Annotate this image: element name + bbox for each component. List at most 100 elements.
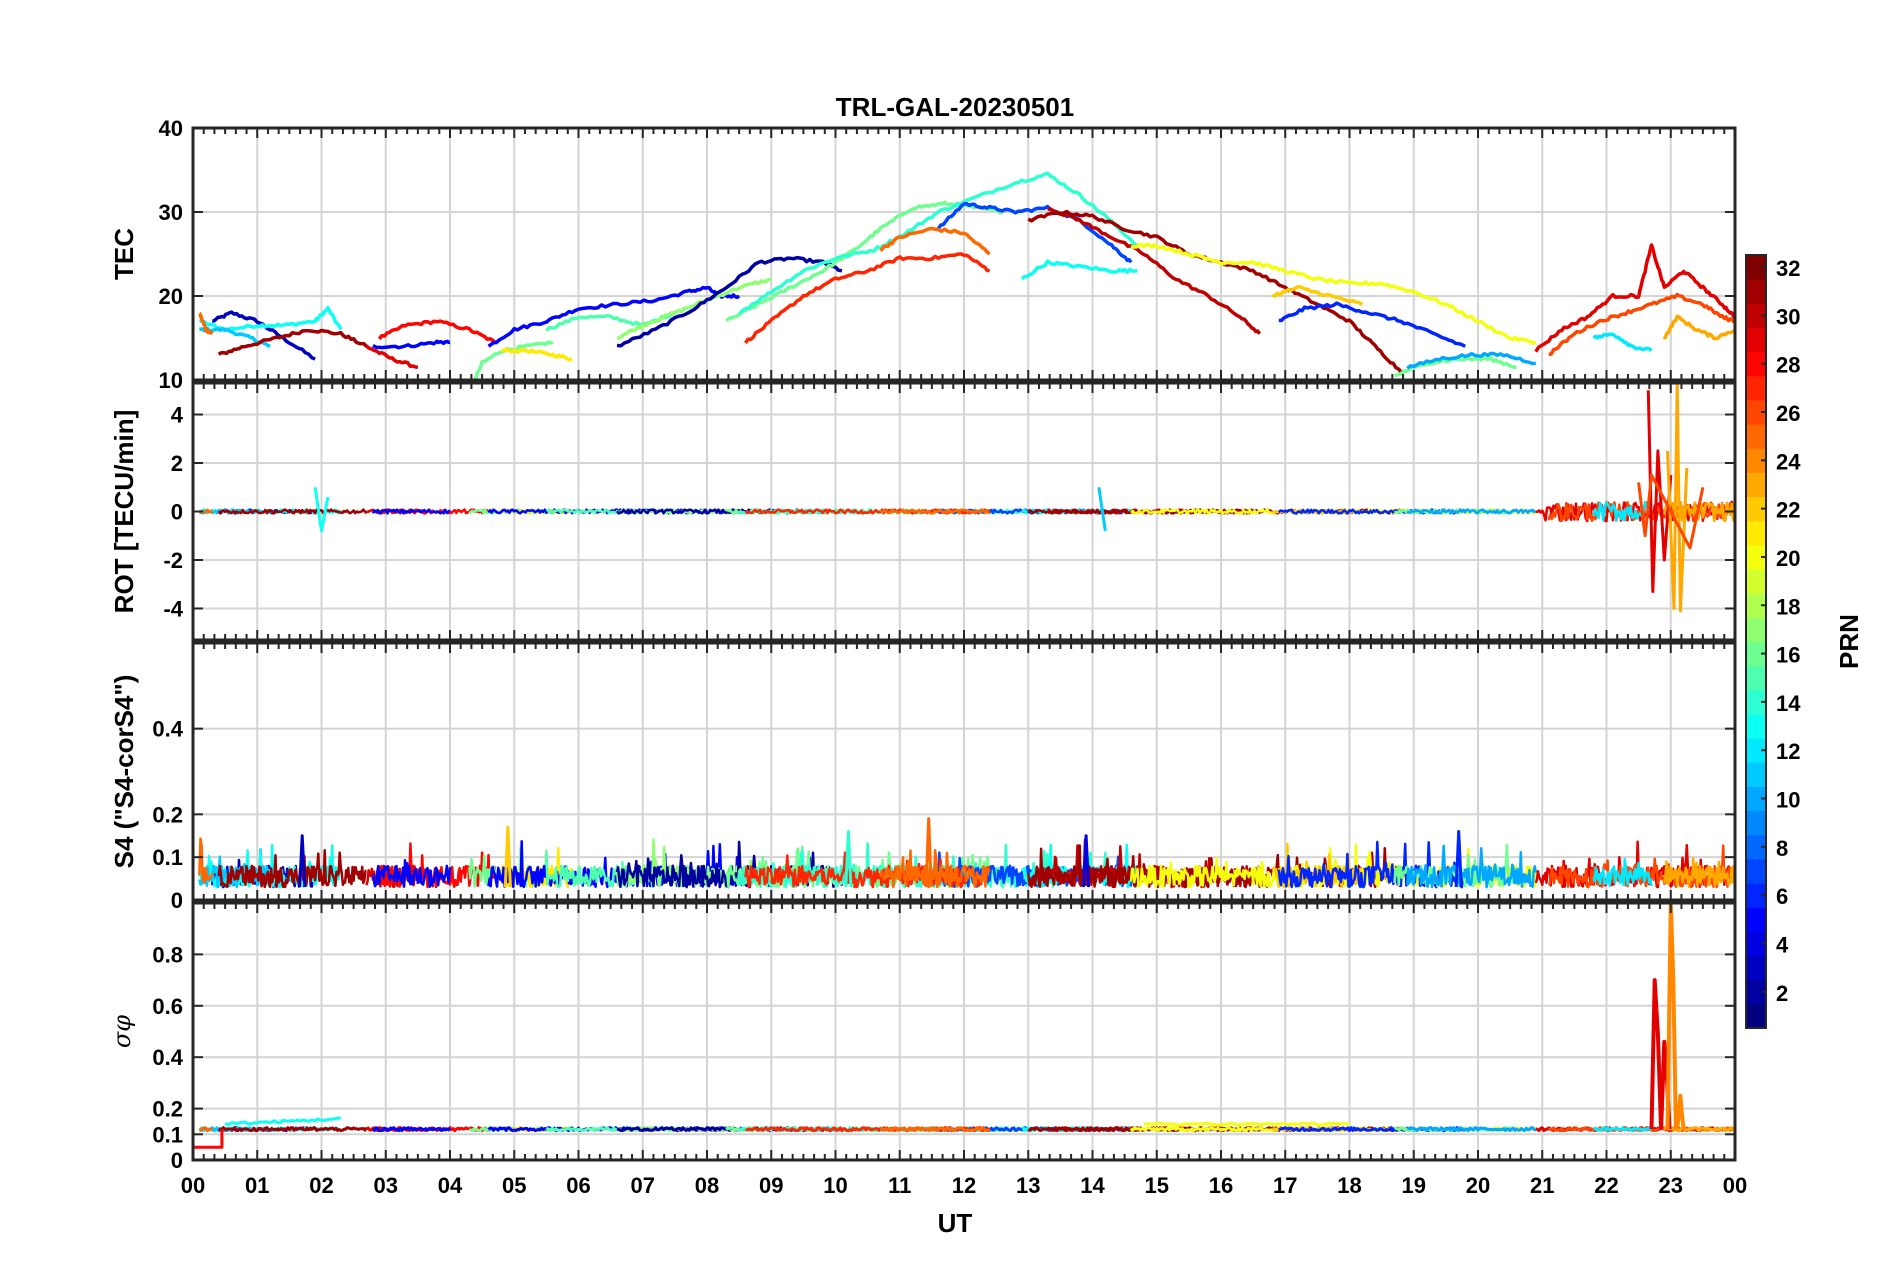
s4-series-prn-31 [217,849,367,889]
tec-series-prn-22 [1272,284,1364,306]
panel-3: 0 0.1 0.2 0.4 S4 ("S4-corS4") [109,641,1737,913]
y-tick-label: 0 [171,500,183,525]
x-axis-label: UT [938,1208,973,1238]
tec-series-prn-17 [616,277,772,341]
colorbar-swatch [1746,689,1766,715]
y-tick-label: 0.2 [152,802,183,827]
x-tick-label: 01 [245,1173,269,1198]
x-tick-label: 10 [823,1173,847,1198]
series-group [198,383,1735,613]
y-tick-label: 20 [159,284,183,309]
sigma-series-prn-25 [879,1126,991,1133]
colorbar-swatch [1746,255,1766,280]
colorbar-tick-label: 24 [1776,449,1801,474]
x-tick-label: 18 [1337,1173,1361,1198]
sigma-series-prn-10 [1406,1126,1537,1133]
y-axis-label: S4 ("S4-corS4") [109,675,139,869]
tec-series-prn-14 [737,171,1139,316]
colorbar-swatch [1746,544,1766,570]
tec-series-prn-20 [1130,242,1537,345]
colorbar-swatch [1746,617,1766,642]
y-tick-label: 0 [171,1148,183,1173]
tec-series-prn-28 [377,319,497,344]
y-tick-label: 0.4 [152,1045,183,1070]
colorbar-swatch [1746,472,1766,498]
s4-peak-prn-3 [298,834,307,888]
sigma-series-prn-25 [199,1126,214,1132]
y-tick-label: 10 [159,368,183,393]
s4-series-prn-12 [1592,857,1653,888]
x-tick-label: 05 [502,1173,526,1198]
panel-1: 10 20 30 40 TEC [109,116,1737,393]
s4-peak-prn-6 [1454,830,1463,888]
y-tick-label: 0.2 [152,1097,183,1122]
colorbar-swatch [1746,279,1766,304]
y-tick-label: -2 [163,548,183,573]
tec-series-prn-16 [473,340,554,380]
tec-series-prn-21 [501,347,573,362]
y-tick-label: 2 [171,451,183,476]
colorbar-swatch [1746,810,1766,836]
chart-title: TRL-GAL-20230501 [836,92,1074,122]
colorbar-swatch [1746,327,1766,353]
colorbar-tick-label: 22 [1776,498,1800,523]
colorbar-tick-label: 32 [1776,256,1800,281]
s4-peak-prn-22 [503,825,512,888]
y-axis-label: ROT [TECU/min] [109,410,139,614]
colorbar-swatch [1746,738,1766,763]
y-tick-label: 30 [159,200,183,225]
colorbar-swatch [1746,448,1766,473]
sigma-series-prn-23 [1663,1126,1735,1133]
rot-series-prn-5 [371,508,451,515]
rot-spike-prn-11 [1097,487,1107,532]
s4-peak-prn-25 [924,817,933,888]
colorbar-tick-label: 30 [1776,304,1800,329]
sigma-series-prn-12 [1592,1126,1653,1133]
x-tick-label: 12 [952,1173,976,1198]
x-tick-label: 20 [1466,1173,1490,1198]
colorbar-swatch [1746,641,1766,667]
colorbar-swatch [1746,713,1766,739]
sigma-series-prn-5 [371,1126,452,1133]
y-tick-label: 40 [159,116,183,141]
tec-series-prn-6 [1278,301,1467,348]
y-tick-label: 0.1 [152,1122,183,1147]
colorbar-swatch [1746,303,1766,328]
x-tick-label: 14 [1080,1173,1105,1198]
tec-series-prn-5 [487,285,741,348]
tec-series-prn-25 [879,226,991,256]
sigma-series-prn-31 [217,1126,368,1133]
s4-series-prn-20 [1129,843,1538,889]
s4-peak-prn-4 [1082,834,1091,888]
x-tick-label: 00 [181,1173,205,1198]
tec-series-prn-13 [1020,259,1138,281]
rot-spike-prn-29 [1646,390,1673,593]
colorbar-swatch [1746,907,1766,932]
x-tick-label: 06 [566,1173,590,1198]
s4-series-prn-25 [198,837,214,884]
x-tick-label: 23 [1659,1173,1683,1198]
colorbar-tick-label: 4 [1776,932,1789,957]
rot-series-prn-31 [217,508,368,515]
tec-series-prn-10 [1406,351,1537,370]
colorbar-swatch [1746,593,1766,618]
tec-series-prn-27 [744,252,990,344]
colorbar-frame [1745,254,1767,1029]
x-tick-label: 04 [438,1173,463,1198]
colorbar-tick-label: 14 [1776,691,1801,716]
colorbar-swatch [1746,520,1766,546]
x-tick-label: 22 [1594,1173,1618,1198]
rot-series-prn-10 [1406,508,1537,515]
colorbar-tick-label: 6 [1776,884,1788,909]
colorbar-swatch [1746,569,1766,594]
colorbar-swatch [1746,375,1766,401]
y-tick-label: 0.1 [152,845,183,870]
tec-series-prn-29 [365,344,419,370]
x-tick-label: 13 [1016,1173,1040,1198]
tec-series-prn-3 [212,310,316,361]
sigma-spike-prn-24 [1675,1093,1686,1130]
x-tick-label: 09 [759,1173,783,1198]
rot-series-prn-20 [1130,508,1536,515]
